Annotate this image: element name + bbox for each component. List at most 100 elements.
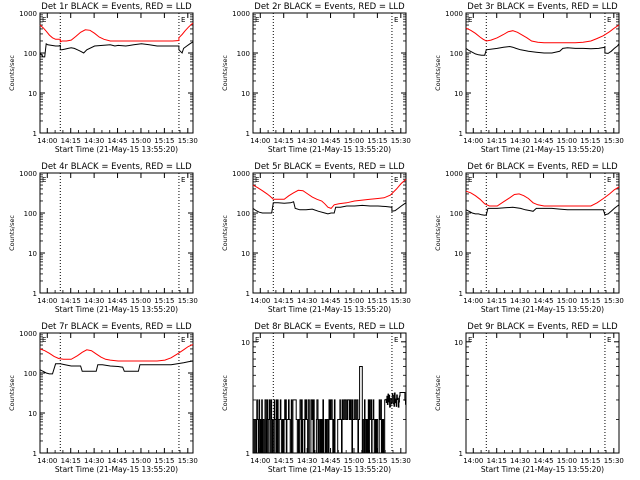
x-tick-label: 14:30	[510, 457, 530, 465]
x-tick-label: 15:15	[154, 457, 174, 465]
events-series-line	[252, 201, 407, 215]
marker-label-e: E	[181, 176, 185, 184]
x-tick-label: 14:30	[297, 137, 317, 145]
marker-label-e: E	[468, 16, 472, 24]
marker-label-e: E	[394, 336, 398, 344]
panel-det-8r: Det 8r BLACK = Events, RED = LLD 1 10 14:00…	[221, 322, 411, 474]
y-tick-label: 100	[24, 210, 37, 218]
y-tick-label: 1	[459, 130, 463, 138]
plot-frame	[252, 12, 407, 134]
x-tick-label: 15:15	[154, 137, 174, 145]
y-tick-label: 10	[241, 339, 250, 347]
x-tick-label: 14:15	[274, 297, 294, 305]
y-tick-label: 100	[450, 210, 463, 218]
x-axis-label: Start Time (21-May-15 13:55:20)	[55, 465, 178, 474]
marker-label-e: E	[607, 16, 611, 24]
y-tick-label: 100	[237, 50, 250, 58]
y-tick-label: 1000	[445, 10, 463, 18]
x-tick-label: 14:30	[297, 457, 317, 465]
panel-det-3r: Det 3r BLACK = Events, RED = LLD 1 10 100 10…	[434, 2, 624, 154]
panel-title: Det 7r BLACK = Events, RED = LLD	[41, 322, 192, 332]
marker-label-e: E	[394, 16, 398, 24]
x-axis-label: Start Time (21-May-15 13:55:20)	[481, 305, 604, 314]
x-tick-label: 14:30	[84, 297, 104, 305]
x-tick-label: 14:00	[463, 137, 483, 145]
y-tick-label: 1000	[19, 10, 37, 18]
x-tick-label: 14:30	[84, 137, 104, 145]
x-tick-label: 15:30	[178, 457, 198, 465]
x-tick-label: 14:45	[533, 297, 553, 305]
y-axis-label: Counts/sec	[221, 375, 229, 411]
panel-title: Det 3r BLACK = Events, RED = LLD	[467, 2, 618, 12]
x-tick-label: 15:00	[131, 297, 151, 305]
lld-series-line	[465, 24, 620, 44]
x-tick-label: 14:45	[533, 457, 553, 465]
x-axis-label: Start Time (21-May-15 13:55:20)	[55, 145, 178, 154]
x-tick-label: 14:00	[250, 297, 270, 305]
x-tick-label: 14:45	[107, 457, 127, 465]
x-tick-label: 15:00	[131, 457, 151, 465]
y-axis-label: Counts/sec	[8, 375, 16, 411]
y-axis-label: Counts/sec	[8, 215, 16, 251]
y-tick-label: 10	[241, 90, 250, 98]
x-tick-label: 15:15	[367, 457, 387, 465]
plot-frame	[39, 12, 194, 134]
events-series-line	[39, 41, 194, 58]
marker-label-e: E	[42, 16, 46, 24]
events-series-line	[465, 43, 620, 56]
y-tick-label: 1	[459, 290, 463, 298]
marker-label-e: E	[607, 176, 611, 184]
y-tick-label: 10	[28, 90, 37, 98]
panel-det-7r: Det 7r BLACK = Events, RED = LLD 1 10 100 10…	[8, 322, 198, 474]
x-tick-label: 15:00	[344, 137, 364, 145]
events-series-line	[465, 204, 620, 216]
x-axis-label: Start Time (21-May-15 13:55:20)	[268, 305, 391, 314]
y-axis-label: Counts/sec	[8, 55, 16, 91]
y-tick-label: 1000	[232, 10, 250, 18]
x-tick-label: 15:30	[604, 457, 624, 465]
x-tick-label: 15:15	[580, 457, 600, 465]
x-tick-label: 15:30	[391, 137, 411, 145]
panel-title: Det 6r BLACK = Events, RED = LLD	[467, 162, 618, 172]
panel-title: Det 8r BLACK = Events, RED = LLD	[254, 322, 405, 332]
x-tick-label: 14:30	[510, 297, 530, 305]
x-tick-label: 14:15	[61, 457, 81, 465]
x-tick-label: 15:00	[344, 457, 364, 465]
x-tick-label: 15:15	[580, 297, 600, 305]
y-axis-label: Counts/sec	[434, 375, 442, 411]
y-tick-label: 10	[28, 410, 37, 418]
x-tick-label: 15:30	[391, 297, 411, 305]
marker-label-e: E	[394, 176, 398, 184]
x-tick-label: 14:00	[463, 457, 483, 465]
y-tick-label: 1000	[19, 330, 37, 338]
panel-title: Det 1r BLACK = Events, RED = LLD	[41, 2, 192, 12]
panel-title: Det 2r BLACK = Events, RED = LLD	[254, 2, 405, 12]
x-tick-label: 15:15	[580, 137, 600, 145]
plot-frame	[252, 172, 407, 294]
panel-title: Det 5r BLACK = Events, RED = LLD	[254, 162, 405, 172]
lld-series-line	[39, 22, 194, 43]
x-tick-label: 14:45	[320, 457, 340, 465]
marker-label-e: E	[255, 176, 259, 184]
y-tick-label: 10	[28, 250, 37, 258]
plot-frame	[465, 172, 620, 294]
x-tick-label: 14:45	[320, 297, 340, 305]
panel-title: Det 9r BLACK = Events, RED = LLD	[467, 322, 618, 332]
x-axis-label: Start Time (21-May-15 13:55:20)	[55, 305, 178, 314]
plot-frame	[39, 172, 194, 294]
y-tick-label: 1	[33, 130, 37, 138]
marker-label-e: E	[468, 336, 472, 344]
y-tick-label: 100	[450, 50, 463, 58]
plot-frame	[39, 332, 194, 454]
lld-series-line	[39, 343, 194, 362]
x-tick-label: 14:00	[37, 297, 57, 305]
y-axis-label: Counts/sec	[221, 215, 229, 251]
panel-title: Det 4r BLACK = Events, RED = LLD	[41, 162, 192, 172]
x-tick-label: 14:15	[487, 457, 507, 465]
x-tick-label: 14:15	[487, 137, 507, 145]
y-axis-label: Counts/sec	[434, 55, 442, 91]
marker-label-e: E	[42, 176, 46, 184]
marker-label-e: E	[181, 336, 185, 344]
x-tick-label: 15:00	[557, 137, 577, 145]
y-tick-label: 1000	[19, 170, 37, 178]
